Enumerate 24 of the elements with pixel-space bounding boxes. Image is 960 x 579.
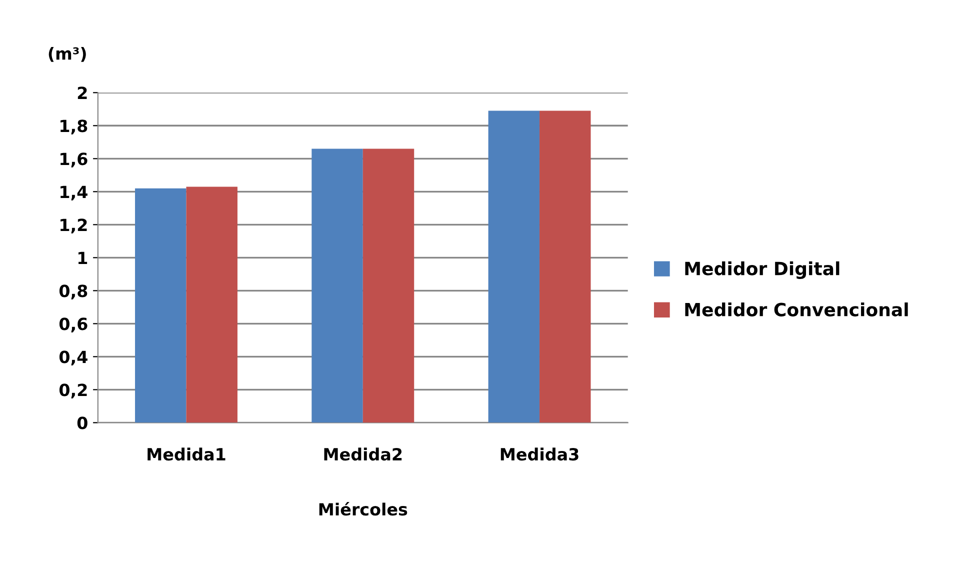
x-tick-label: Medida2	[324, 448, 402, 461]
bar	[488, 110, 540, 423]
y-tick-label: 0	[77, 416, 88, 430]
x-axis-title: Miércoles	[319, 502, 408, 516]
y-axis-title: (m³)	[48, 46, 86, 62]
y-tick-label: 1,8	[60, 120, 88, 134]
bar	[312, 148, 363, 423]
y-tick-label: 1	[78, 252, 88, 264]
y-tick-label: 1,6	[60, 152, 88, 168]
x-tick-label: Medida1	[148, 448, 226, 461]
bar	[186, 186, 238, 423]
y-tick-label: 2	[78, 86, 87, 99]
y-tick-label: 0,8	[59, 284, 88, 300]
y-tick-label: 0,2	[59, 384, 87, 398]
y-tick-label: 1,4	[60, 186, 88, 200]
y-tick-label: 1,2	[60, 218, 87, 234]
y-tick-label: 0,6	[59, 318, 88, 332]
y-tick-label: 0,4	[59, 350, 88, 366]
x-tick-label: Medida3	[500, 448, 578, 461]
legend-label: Medidor Digital	[685, 261, 840, 279]
bar	[362, 148, 414, 423]
bar	[135, 188, 186, 423]
bar	[540, 110, 591, 423]
legend-label: Medidor Convencional	[685, 302, 908, 316]
